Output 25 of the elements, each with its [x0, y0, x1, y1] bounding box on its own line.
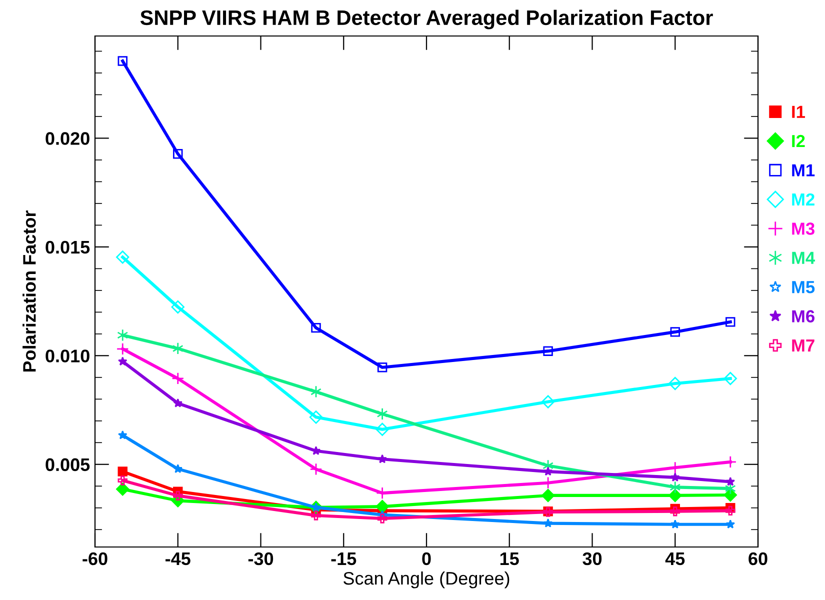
x-tick-label: 0	[422, 552, 431, 566]
legend-label: M3	[792, 222, 814, 235]
y-tick-label: 0.010	[46, 350, 90, 362]
x-tick-label: -15	[331, 552, 356, 566]
x-tick-label: 60	[748, 552, 768, 566]
x-tick-label: 30	[582, 552, 602, 566]
chart-title: SNPP VIIRS HAM B Detector Averaged Polarization Factor	[140, 10, 713, 30]
legend-label: M6	[792, 310, 814, 322]
legend-label: M4	[792, 252, 816, 264]
x-tick-label: 15	[500, 552, 519, 566]
legend-label: M5	[792, 281, 815, 294]
y-tick-label: 0.005	[46, 458, 90, 472]
y-tick-label: 0.015	[46, 240, 90, 254]
x-tick-label: 45	[665, 552, 685, 566]
x-tick-label: -45	[166, 552, 190, 566]
legend-label: M2	[792, 193, 814, 206]
x-axis-title: Scan Angle (Degree)	[344, 571, 510, 588]
legend-label: M7	[792, 340, 814, 352]
y-axis-title: Polarization Factor	[22, 210, 36, 372]
legend-label: M1	[792, 164, 815, 176]
legend-label: I2	[792, 134, 805, 148]
x-tick-label: -30	[248, 552, 274, 566]
legend-label: I1	[792, 106, 805, 118]
x-tick-label: -60	[82, 552, 108, 566]
y-tick-label: 0.020	[46, 132, 90, 145]
